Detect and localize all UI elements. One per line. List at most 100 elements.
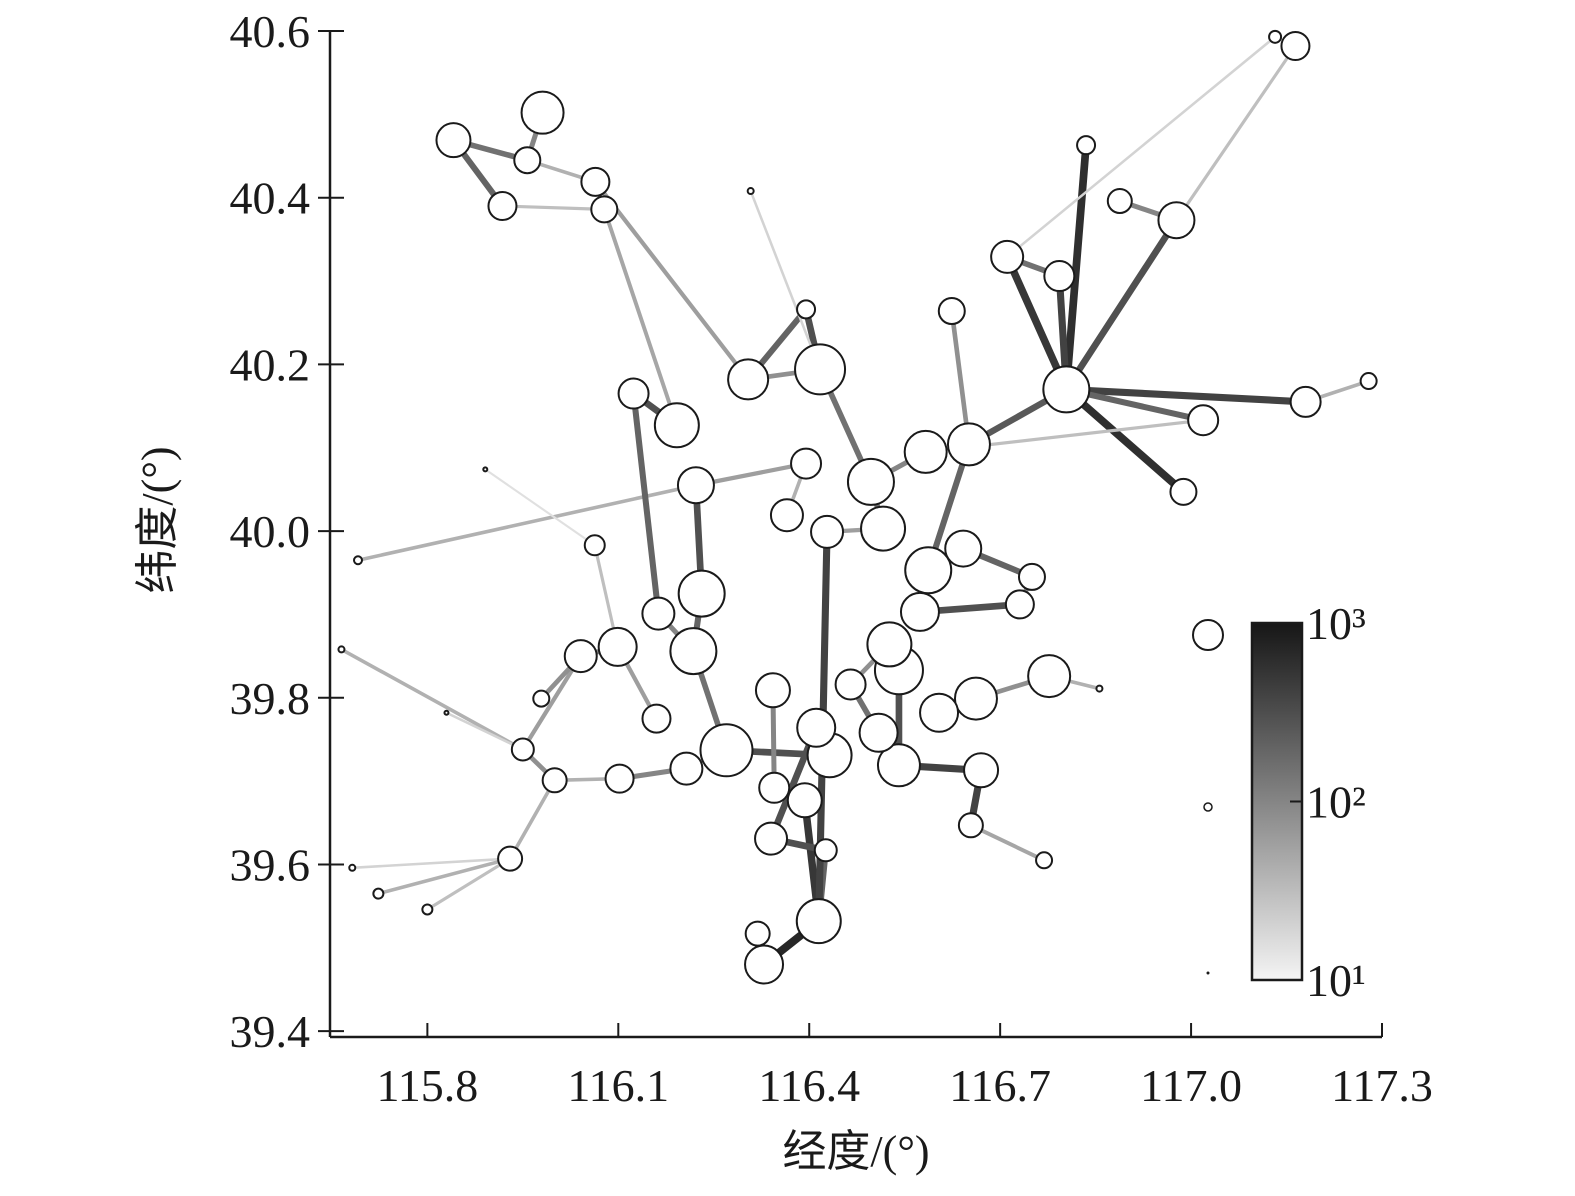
y-tick-label: 39.4 xyxy=(230,1006,311,1057)
node xyxy=(520,90,565,135)
edge xyxy=(520,653,583,752)
node xyxy=(1035,851,1054,870)
edge xyxy=(445,711,525,751)
node xyxy=(669,751,704,786)
edge xyxy=(1062,141,1090,394)
node xyxy=(919,692,960,733)
node xyxy=(532,689,551,708)
node xyxy=(957,812,984,839)
size-legend xyxy=(1192,619,1224,975)
x-tick-label: 117.0 xyxy=(1140,1060,1242,1111)
node xyxy=(754,672,791,709)
node xyxy=(617,377,650,410)
node xyxy=(497,845,524,872)
node xyxy=(1043,260,1076,293)
edge xyxy=(1062,385,1310,406)
node xyxy=(1157,201,1196,240)
node xyxy=(953,676,998,721)
edge xyxy=(484,468,596,547)
node xyxy=(746,187,755,196)
node xyxy=(786,782,823,819)
node xyxy=(1359,372,1378,391)
node xyxy=(727,358,770,401)
node xyxy=(337,645,346,654)
edges xyxy=(339,35,1371,969)
edge xyxy=(339,647,525,752)
y-tick-label: 39.8 xyxy=(230,673,311,724)
axes: 经度/(°) 纬度/(°) 115.8 116.1 116.4 116.7 117.0 1… xyxy=(133,6,1433,1176)
node xyxy=(1280,31,1311,62)
node xyxy=(641,596,676,631)
node xyxy=(597,626,638,667)
node xyxy=(1169,477,1198,506)
node xyxy=(794,343,847,396)
node xyxy=(1289,385,1322,418)
node xyxy=(963,752,1000,789)
size-legend-medium xyxy=(1203,802,1213,812)
node xyxy=(944,529,983,568)
node xyxy=(1095,684,1104,693)
node xyxy=(796,707,837,748)
node xyxy=(699,723,754,778)
node xyxy=(1076,135,1097,156)
edge xyxy=(1062,385,1188,496)
node xyxy=(1042,365,1091,414)
y-tick-label: 40.6 xyxy=(230,6,311,57)
node xyxy=(513,146,542,175)
colorbar-tick-label: 10² xyxy=(1306,777,1366,828)
node xyxy=(1027,654,1072,699)
node xyxy=(1106,188,1133,215)
node xyxy=(858,712,899,753)
y-axis-title: 纬度/(°) xyxy=(133,446,182,593)
edge xyxy=(1174,44,1298,222)
edge xyxy=(968,823,1047,863)
node xyxy=(443,709,450,716)
node xyxy=(1187,404,1220,437)
edge xyxy=(376,856,512,896)
x-tick-label: 117.3 xyxy=(1331,1060,1433,1111)
edge xyxy=(630,390,662,617)
node xyxy=(937,297,966,326)
node xyxy=(421,903,434,916)
node xyxy=(510,737,535,762)
node xyxy=(1268,29,1283,44)
size-legend-large xyxy=(1192,619,1224,651)
node xyxy=(563,639,598,674)
node xyxy=(990,239,1025,274)
node xyxy=(790,447,823,480)
edge xyxy=(593,179,751,382)
edge xyxy=(1005,35,1277,259)
node xyxy=(482,466,489,473)
edge xyxy=(508,778,557,861)
x-axis-title: 经度/(°) xyxy=(782,1127,929,1176)
edge xyxy=(500,204,606,211)
node xyxy=(795,898,842,945)
node xyxy=(487,191,518,222)
node xyxy=(435,122,472,159)
node xyxy=(758,771,791,804)
x-tick-label: 116.1 xyxy=(567,1060,669,1111)
node xyxy=(372,887,385,900)
edge xyxy=(1003,253,1071,394)
node xyxy=(541,767,568,794)
y-tick-label: 40.2 xyxy=(230,339,311,390)
node xyxy=(754,821,789,856)
node xyxy=(903,429,948,474)
node xyxy=(580,166,611,197)
node xyxy=(769,498,804,533)
y-tick-label: 39.6 xyxy=(230,839,311,890)
node xyxy=(899,591,940,632)
edge xyxy=(356,483,698,563)
node xyxy=(860,505,907,552)
node xyxy=(669,627,718,676)
edge xyxy=(425,857,512,912)
x-tick-label: 115.8 xyxy=(376,1060,478,1111)
node xyxy=(810,514,845,549)
node xyxy=(353,555,364,566)
edge xyxy=(949,308,972,447)
edge xyxy=(350,857,512,870)
node xyxy=(904,546,953,595)
colorbar-tick-label: 10³ xyxy=(1306,598,1366,649)
